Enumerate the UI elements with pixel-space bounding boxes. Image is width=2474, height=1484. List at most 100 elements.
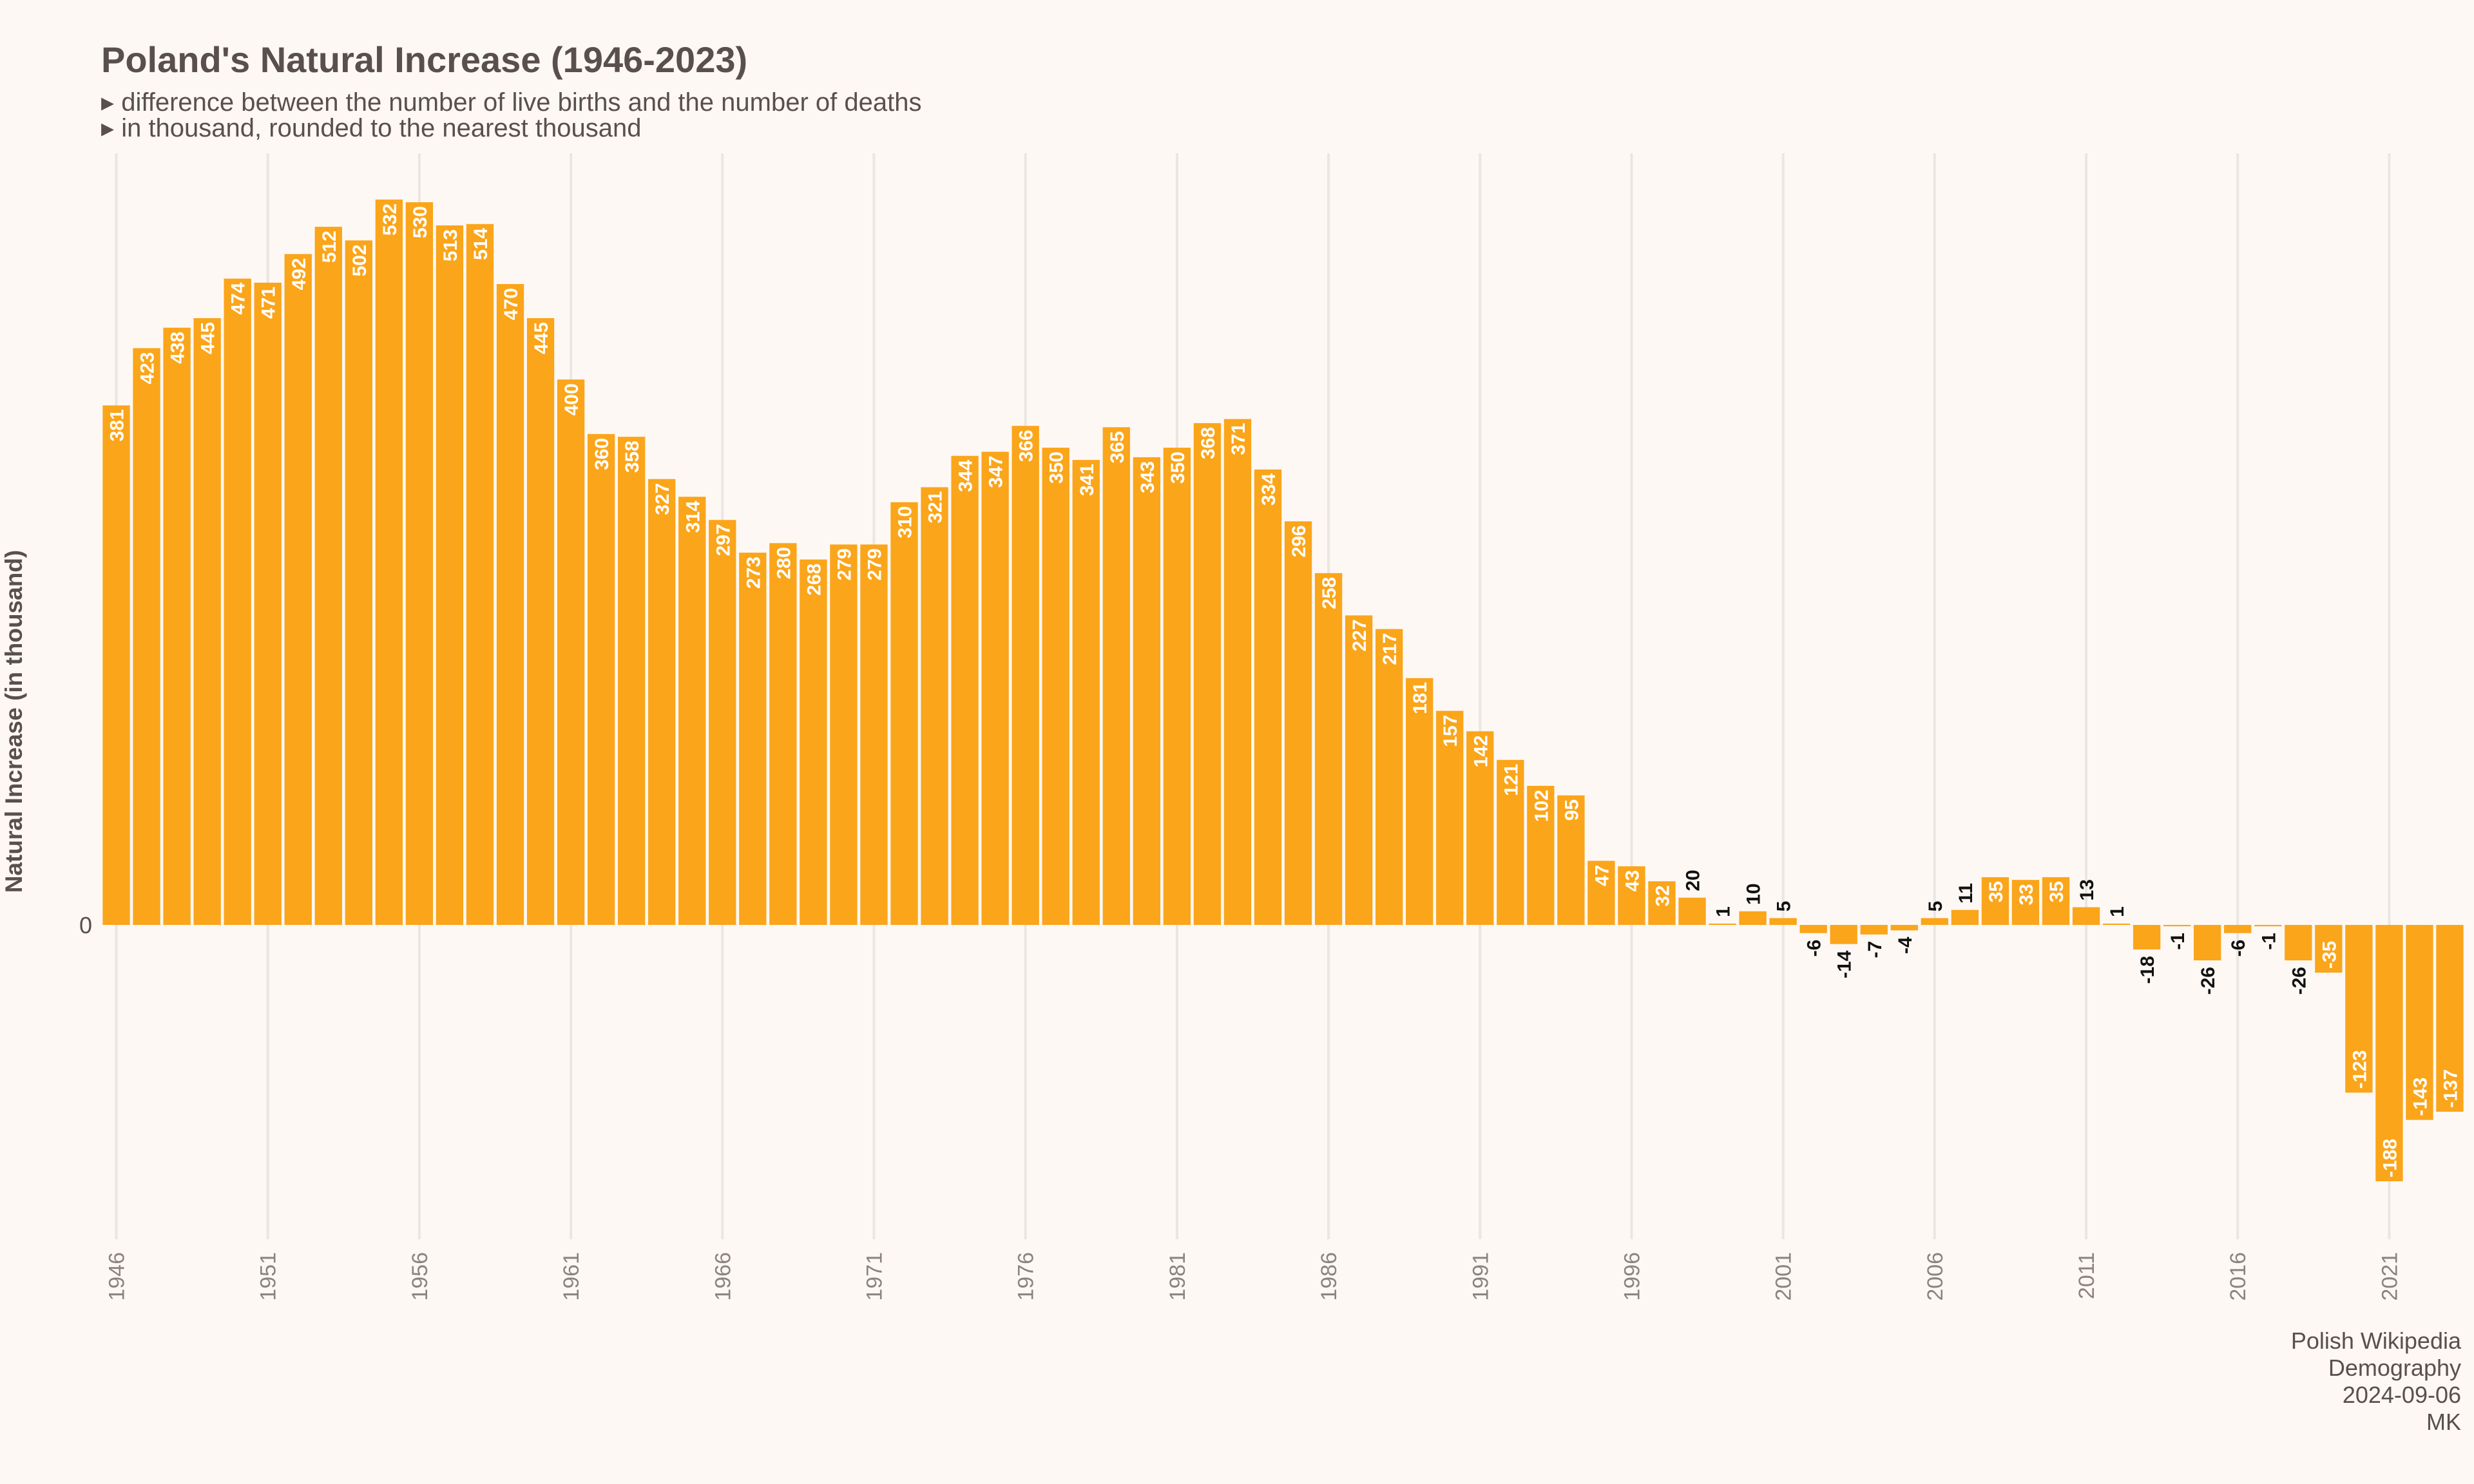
x-tick-label: 1991 (1468, 1252, 1493, 1301)
bar-value-label: -26 (2198, 967, 2219, 994)
bar-value-label: 512 (319, 231, 340, 263)
bar-value-label: 474 (228, 282, 249, 314)
bar-value-label: 102 (1531, 790, 1552, 822)
bar-value-label: 445 (198, 322, 219, 354)
bar-value-label: -7 (1865, 941, 1886, 958)
bar (1284, 521, 1312, 925)
bar (2102, 923, 2131, 925)
x-tick-label: 1966 (711, 1252, 735, 1301)
bar-value-label: 371 (1228, 423, 1249, 455)
source-line-4: MK (2426, 1409, 2461, 1435)
bar-value-label: 360 (591, 438, 613, 470)
bar (2133, 925, 2161, 950)
x-tick-label: 2006 (1923, 1252, 1948, 1301)
bar-value-label: 343 (1137, 461, 1158, 493)
bar-value-label: -6 (1804, 940, 1825, 957)
bar-value-label: 20 (1683, 870, 1704, 891)
bar (618, 437, 646, 925)
bar (254, 282, 282, 925)
bar-value-label: 471 (258, 287, 280, 319)
bar (1133, 457, 1160, 925)
bar-value-label: 11 (1955, 883, 1977, 904)
bar-value-label: 334 (1258, 473, 1280, 506)
bar (496, 284, 524, 925)
bar-value-label: 327 (652, 483, 673, 515)
bar-value-label: 350 (1046, 452, 1068, 484)
bar-value-label: 365 (1107, 431, 1128, 463)
y-tick-label: 0 (79, 912, 92, 938)
bar-value-label: 181 (1410, 682, 1431, 714)
bar (951, 455, 979, 925)
bar-value-label: 32 (1652, 885, 1673, 906)
bar (2224, 925, 2252, 933)
bar (2285, 925, 2312, 961)
bar-value-label: 268 (803, 564, 825, 596)
bar (739, 553, 767, 925)
bar-value-label: 423 (137, 352, 158, 385)
bar-value-label: 95 (1561, 799, 1582, 821)
bar (1012, 426, 1039, 925)
bar-value-label: -1 (2167, 933, 2189, 950)
bar-value-label: 513 (440, 229, 461, 262)
bar (1527, 786, 1555, 925)
bar (2345, 925, 2373, 1093)
bar (1951, 909, 1979, 925)
bar-value-label: 279 (864, 548, 885, 580)
x-tick-label: 1951 (256, 1252, 281, 1301)
x-tick-label: 2016 (2226, 1252, 2250, 1301)
bar-value-label: 445 (531, 322, 552, 354)
bar (1618, 866, 1645, 925)
bar-value-label: 347 (986, 455, 1007, 488)
bar-value-label: 321 (925, 491, 946, 523)
bar-value-label: -14 (1834, 950, 1856, 978)
bar-value-label: 142 (1470, 735, 1491, 767)
bar-value-label: 5 (1925, 901, 1946, 912)
bar-value-label: -6 (2228, 940, 2249, 957)
bar-value-label: 121 (1501, 764, 1522, 796)
bar-value-label: 157 (1440, 715, 1461, 747)
bar (1739, 911, 1767, 925)
bar (1223, 419, 1252, 925)
x-tick-label: 1981 (1165, 1252, 1190, 1301)
bar (1406, 678, 1434, 925)
x-tick-label: 1961 (559, 1252, 584, 1301)
x-axis-ticks: 1946 1951 1956 1961 1966 1971 1976 1981 1986 1991… (105, 1252, 2402, 1301)
bar-value-label: 530 (410, 206, 431, 238)
source-line-2: Demography (2328, 1355, 2461, 1381)
bar (2436, 925, 2464, 1112)
bar-value-label: 502 (349, 244, 370, 276)
bar (1921, 918, 1948, 925)
bar (1466, 731, 1494, 925)
bar-value-label: 470 (501, 288, 522, 320)
bar-value-label: 381 (107, 409, 128, 441)
bar-value-label: 314 (682, 500, 704, 533)
x-tick-label: 1946 (105, 1252, 129, 1301)
chart-subtitle-line-1: ▸ difference between the number of live … (101, 88, 921, 117)
bar-value-label: -4 (1895, 937, 1916, 954)
bar-value-label: 35 (1986, 881, 2007, 902)
x-tick-label: 1996 (1620, 1252, 1644, 1301)
bar (1193, 423, 1222, 925)
bar (102, 405, 130, 925)
bar (1648, 881, 1676, 925)
bar-value-label: 368 (1198, 427, 1219, 459)
bar-value-label: 514 (470, 228, 492, 260)
bar (921, 487, 948, 925)
bar-value-label: 532 (379, 204, 401, 236)
bar (1254, 469, 1282, 925)
bar (224, 278, 251, 925)
bar (284, 254, 312, 926)
bar-value-label: -26 (2288, 967, 2310, 994)
bar-value-label: -123 (2349, 1050, 2370, 1089)
bars (102, 199, 2464, 1181)
bar (2042, 877, 2070, 925)
source-note: Polish Wikipedia Demography 2024-09-06 M… (2291, 1327, 2462, 1435)
bar-value-label: 35 (2046, 881, 2067, 902)
bar-value-label: 227 (1349, 619, 1370, 651)
bar (1102, 427, 1130, 925)
bar-value-label: 492 (289, 258, 310, 290)
bar (2254, 925, 2282, 927)
bar (526, 318, 555, 925)
bar (375, 199, 403, 925)
